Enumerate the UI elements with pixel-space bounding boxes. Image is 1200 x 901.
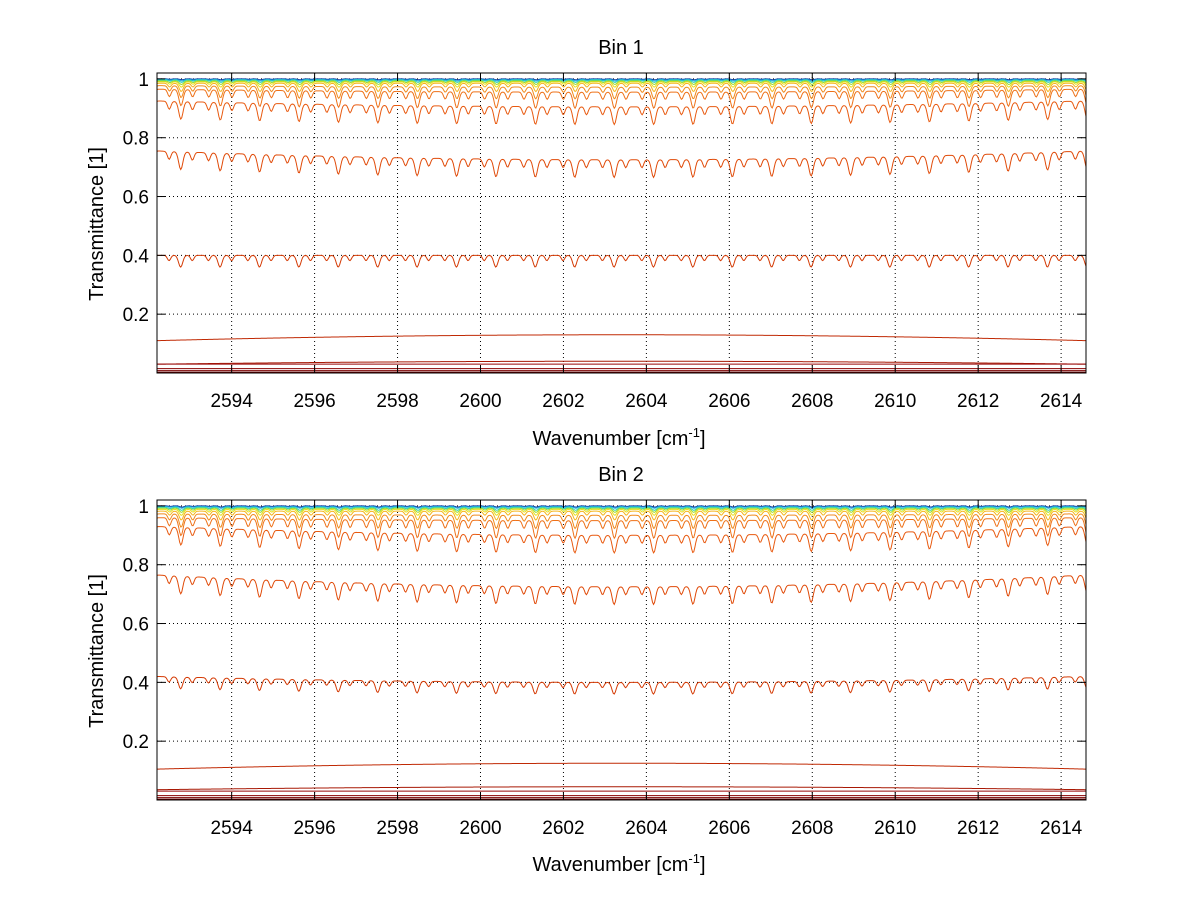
series-line — [156, 80, 1087, 86]
series-line — [156, 85, 1087, 100]
series-line — [156, 507, 1087, 513]
subplot-bin-1: Bin 1 2594 2596 2598 2600 2602 2604 2606 2608 26… — [86, 37, 1087, 450]
series-lines — [156, 505, 1087, 800]
series-line — [156, 505, 1087, 508]
plot-frame — [156, 72, 1087, 374]
series-line — [156, 508, 1087, 516]
x-tick-labels: 2594 2596 2598 2600 2602 2604 2606 2608 2610 2612… — [211, 818, 1083, 839]
x-tick-label: 2594 — [211, 391, 254, 412]
y-tick-label: 0.6 — [123, 615, 149, 636]
y-tick-label: 0.2 — [123, 305, 149, 326]
y-tick-label: 0.4 — [123, 246, 150, 267]
y-tick-label: 1 — [138, 70, 149, 91]
series-line — [156, 506, 1087, 511]
x-tick-label: 2604 — [625, 391, 668, 412]
plot-frame — [156, 499, 1087, 801]
chart-title: Bin 1 — [598, 37, 644, 59]
y-tick-labels: 0.2 0.4 0.6 0.8 1 — [123, 497, 150, 753]
series-line — [156, 360, 1087, 365]
x-tick-label: 2606 — [708, 818, 750, 839]
x-tick-label: 2602 — [542, 818, 584, 839]
x-tick-label: 2596 — [293, 818, 335, 839]
y-tick-label: 0.8 — [123, 129, 149, 150]
series-line — [156, 334, 1087, 342]
series-line — [156, 78, 1087, 82]
series-line — [156, 513, 1087, 530]
axes-box — [156, 72, 1087, 374]
x-tick-label: 2610 — [874, 391, 916, 412]
x-tick-label: 2608 — [791, 391, 833, 412]
x-tick-label: 2594 — [211, 818, 254, 839]
y-axis-label: Transmittance [1] — [86, 147, 108, 301]
x-tick-label: 2614 — [1040, 818, 1083, 839]
y-tick-label: 0.8 — [123, 556, 149, 577]
x-tick-label: 2612 — [957, 391, 999, 412]
y-axis-label: Transmittance [1] — [86, 574, 108, 728]
x-tick-label: 2608 — [791, 818, 833, 839]
x-tick-label: 2598 — [376, 818, 418, 839]
series-line — [156, 78, 1087, 81]
y-tick-label: 1 — [138, 497, 149, 518]
y-tick-label: 0.4 — [123, 673, 150, 694]
series-line — [156, 517, 1087, 540]
x-tick-label: 2604 — [625, 818, 668, 839]
x-tick-label: 2610 — [874, 818, 916, 839]
x-axis-label: Wavenumber [cm-1] — [532, 425, 705, 450]
x-tick-label: 2602 — [542, 391, 584, 412]
series-line — [156, 79, 1087, 83]
x-tick-label: 2600 — [459, 818, 501, 839]
series-line — [156, 82, 1087, 93]
axes-box — [156, 499, 1087, 801]
chart-title: Bin 2 — [598, 464, 644, 486]
x-tick-label: 2600 — [459, 391, 501, 412]
series-line — [156, 254, 1087, 268]
series-line — [156, 574, 1087, 606]
series-line — [156, 100, 1087, 126]
y-tick-label: 0.2 — [123, 732, 149, 753]
x-tick-label: 2612 — [957, 818, 999, 839]
series-line — [156, 786, 1087, 791]
series-line — [156, 676, 1087, 695]
x-tick-label: 2606 — [708, 391, 750, 412]
series-line — [156, 88, 1087, 110]
y-tick-label: 0.6 — [123, 188, 149, 209]
subplot-bin-2: Bin 2 2594 2596 2598 2600 2602 2604 2606 2608 26… — [86, 464, 1087, 876]
series-line — [156, 510, 1087, 521]
x-tick-labels: 2594 2596 2598 2600 2602 2604 2606 2608 2610 2612… — [211, 391, 1083, 412]
series-line — [156, 81, 1087, 88]
series-line — [156, 526, 1087, 555]
series-line — [156, 762, 1087, 770]
series-line — [156, 505, 1087, 509]
series-lines — [156, 78, 1087, 373]
x-axis-label: Wavenumber [cm-1] — [532, 851, 705, 876]
x-tick-label: 2614 — [1040, 391, 1083, 412]
series-line — [156, 150, 1087, 179]
x-tick-label: 2598 — [376, 391, 418, 412]
x-tick-label: 2596 — [293, 391, 335, 412]
y-tick-labels: 0.2 0.4 0.6 0.8 1 — [123, 70, 150, 326]
